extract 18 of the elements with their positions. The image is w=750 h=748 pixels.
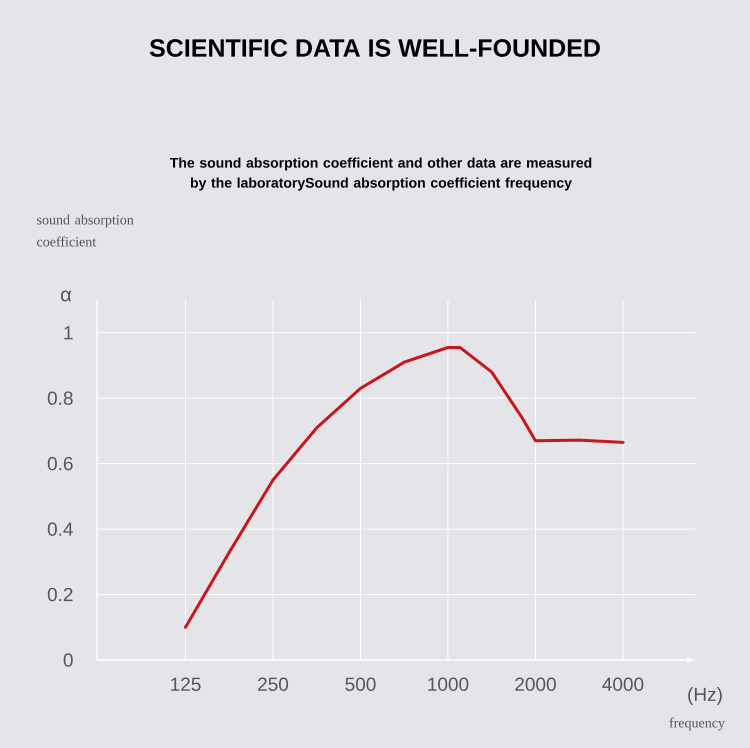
text: (Hz) bbox=[688, 687, 722, 705]
x-tick-label: 1000 bbox=[428, 678, 468, 691]
chart-subtitle: The sound absorption coefficient and other data are measured by the laboratorySound absorption coefficient frequency bbox=[170, 157, 592, 191]
y-tick-label: 1 bbox=[64, 326, 73, 340]
y-tick-label: 0 bbox=[64, 653, 73, 667]
x-tick-label: 125 bbox=[171, 678, 201, 691]
y-axis-title: sound absorption coefficient bbox=[37, 214, 134, 246]
y-tick-label: 0.2 bbox=[48, 588, 73, 602]
y-tick-label: 0.6 bbox=[48, 456, 73, 470]
x-axis-title: frequency bbox=[669, 718, 725, 730]
x-tick-label: 4000 bbox=[602, 678, 644, 691]
y-tick-label: 0.4 bbox=[48, 522, 73, 536]
x-tick-label: 250 bbox=[258, 678, 288, 691]
x-tick-label: 2000 bbox=[515, 678, 556, 691]
y-tick-label: 0.8 bbox=[48, 391, 73, 405]
chart-title: SCIENTIFIC DATA IS WELL-FOUNDED bbox=[150, 39, 600, 57]
text: α bbox=[61, 290, 72, 302]
x-tick-label: 500 bbox=[345, 678, 376, 691]
